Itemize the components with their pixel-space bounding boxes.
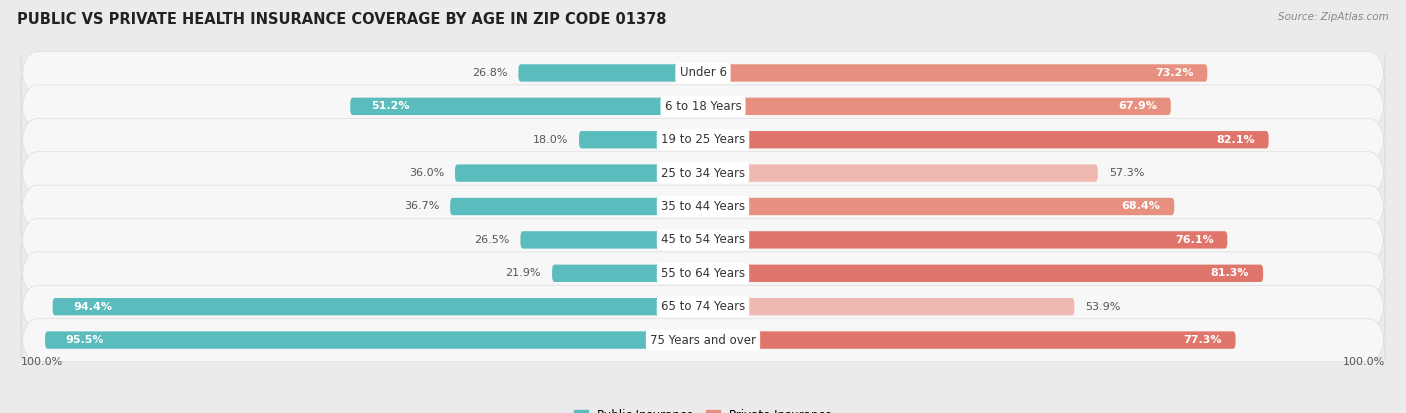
Text: 6 to 18 Years: 6 to 18 Years xyxy=(665,100,741,113)
Legend: Public Insurance, Private Insurance: Public Insurance, Private Insurance xyxy=(569,404,837,413)
FancyBboxPatch shape xyxy=(21,119,1385,161)
Text: 77.3%: 77.3% xyxy=(1184,335,1222,345)
FancyBboxPatch shape xyxy=(450,198,703,215)
Text: 36.0%: 36.0% xyxy=(409,168,444,178)
FancyBboxPatch shape xyxy=(703,298,1074,316)
Text: 35 to 44 Years: 35 to 44 Years xyxy=(661,200,745,213)
Text: 100.0%: 100.0% xyxy=(21,357,63,367)
FancyBboxPatch shape xyxy=(519,64,703,82)
Text: 75 Years and over: 75 Years and over xyxy=(650,334,756,347)
Text: 76.1%: 76.1% xyxy=(1175,235,1213,245)
FancyBboxPatch shape xyxy=(703,331,1236,349)
Text: 18.0%: 18.0% xyxy=(533,135,568,145)
Text: 82.1%: 82.1% xyxy=(1216,135,1254,145)
FancyBboxPatch shape xyxy=(703,64,1208,82)
FancyBboxPatch shape xyxy=(703,231,1227,249)
Text: 94.4%: 94.4% xyxy=(73,301,112,312)
FancyBboxPatch shape xyxy=(45,331,703,349)
Text: 65 to 74 Years: 65 to 74 Years xyxy=(661,300,745,313)
Text: 57.3%: 57.3% xyxy=(1109,168,1144,178)
FancyBboxPatch shape xyxy=(21,152,1385,195)
FancyBboxPatch shape xyxy=(52,298,703,316)
FancyBboxPatch shape xyxy=(21,218,1385,261)
FancyBboxPatch shape xyxy=(21,319,1385,361)
Text: 100.0%: 100.0% xyxy=(1343,357,1385,367)
Text: 55 to 64 Years: 55 to 64 Years xyxy=(661,267,745,280)
FancyBboxPatch shape xyxy=(703,265,1263,282)
Text: 26.8%: 26.8% xyxy=(472,68,508,78)
Text: 19 to 25 Years: 19 to 25 Years xyxy=(661,133,745,146)
FancyBboxPatch shape xyxy=(456,164,703,182)
FancyBboxPatch shape xyxy=(21,285,1385,328)
FancyBboxPatch shape xyxy=(350,97,703,115)
Text: PUBLIC VS PRIVATE HEALTH INSURANCE COVERAGE BY AGE IN ZIP CODE 01378: PUBLIC VS PRIVATE HEALTH INSURANCE COVER… xyxy=(17,12,666,27)
FancyBboxPatch shape xyxy=(553,265,703,282)
Text: 81.3%: 81.3% xyxy=(1211,268,1250,278)
Text: 73.2%: 73.2% xyxy=(1154,68,1194,78)
FancyBboxPatch shape xyxy=(21,252,1385,294)
Text: 25 to 34 Years: 25 to 34 Years xyxy=(661,166,745,180)
FancyBboxPatch shape xyxy=(21,52,1385,94)
FancyBboxPatch shape xyxy=(21,185,1385,228)
Text: 95.5%: 95.5% xyxy=(66,335,104,345)
Text: Under 6: Under 6 xyxy=(679,66,727,79)
FancyBboxPatch shape xyxy=(21,85,1385,128)
Text: Source: ZipAtlas.com: Source: ZipAtlas.com xyxy=(1278,12,1389,22)
FancyBboxPatch shape xyxy=(703,131,1268,148)
Text: 51.2%: 51.2% xyxy=(371,101,409,112)
FancyBboxPatch shape xyxy=(520,231,703,249)
Text: 53.9%: 53.9% xyxy=(1085,301,1121,312)
FancyBboxPatch shape xyxy=(703,97,1171,115)
FancyBboxPatch shape xyxy=(703,198,1174,215)
Text: 36.7%: 36.7% xyxy=(404,202,439,211)
Text: 68.4%: 68.4% xyxy=(1122,202,1160,211)
FancyBboxPatch shape xyxy=(703,164,1098,182)
Text: 67.9%: 67.9% xyxy=(1118,101,1157,112)
Text: 26.5%: 26.5% xyxy=(474,235,509,245)
FancyBboxPatch shape xyxy=(579,131,703,148)
Text: 21.9%: 21.9% xyxy=(506,268,541,278)
Text: 45 to 54 Years: 45 to 54 Years xyxy=(661,233,745,247)
